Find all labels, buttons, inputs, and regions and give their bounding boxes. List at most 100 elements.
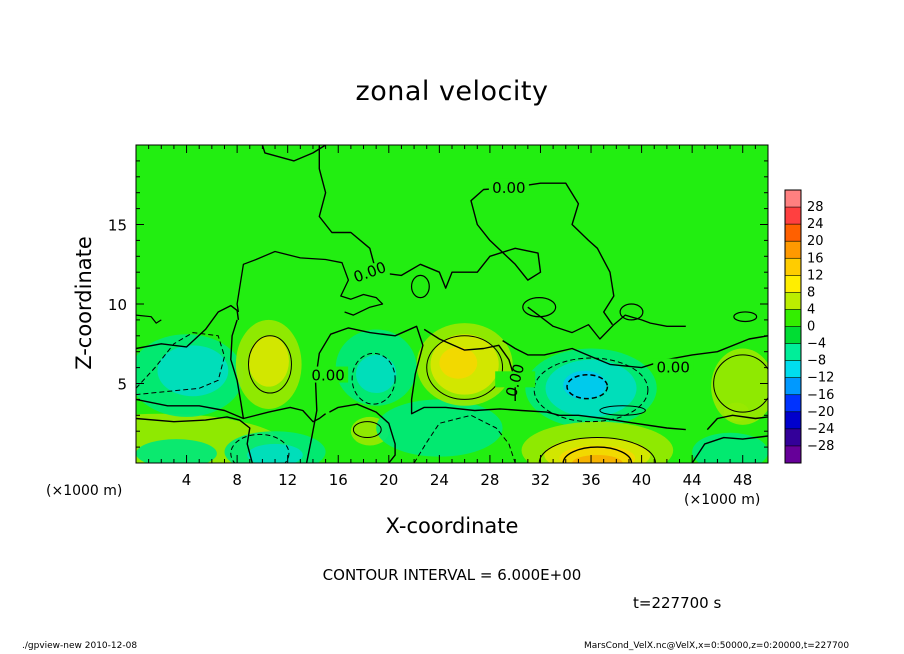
colorbar-label: −8 xyxy=(807,354,826,369)
x-tick-label: 24 xyxy=(430,471,449,489)
region-positive xyxy=(439,346,478,379)
colorbar-swatch xyxy=(785,377,801,396)
contour-negative xyxy=(136,332,225,396)
region-positive xyxy=(248,335,289,387)
colorbar-swatch xyxy=(785,309,801,327)
region-negative xyxy=(247,443,303,463)
contour-positive xyxy=(352,421,382,439)
contour-zero xyxy=(522,297,557,318)
region-negative xyxy=(376,399,503,457)
contour-zero xyxy=(527,306,686,340)
contour-zero xyxy=(261,145,326,162)
colorbar-label: 24 xyxy=(807,217,824,232)
y-tick-label: 15 xyxy=(108,217,127,235)
contour-label-bg xyxy=(308,366,349,383)
x-unit-right: (×1000 m) xyxy=(684,492,761,508)
contour-label-bg xyxy=(488,178,529,195)
x-tick-label: 12 xyxy=(278,471,297,489)
x-unit-left: (×1000 m) xyxy=(46,483,123,499)
contour-label-bg xyxy=(495,371,536,388)
contour-positive xyxy=(426,335,504,400)
contour-zero xyxy=(619,303,644,321)
contour-zero xyxy=(706,414,768,431)
contour-zero xyxy=(136,314,162,324)
colorbar-swatch xyxy=(785,394,801,413)
x-tick-label: 44 xyxy=(683,471,702,489)
x-tick-label: 48 xyxy=(733,471,752,489)
region-negative xyxy=(692,432,768,463)
colorbar-label: −24 xyxy=(807,422,834,437)
x-tick-label: 16 xyxy=(329,471,348,489)
colorbar-label: −16 xyxy=(807,388,834,403)
colorbar-swatch xyxy=(785,275,801,293)
colorbar-label: 20 xyxy=(807,234,824,249)
footer-right: MarsCond_VelX.nc@VelX,x=0:50000,z=0:2000… xyxy=(584,641,850,651)
contour-zero xyxy=(318,145,615,326)
contour-label-bg xyxy=(653,358,694,375)
colorbar-swatch xyxy=(785,241,801,259)
contour-negative xyxy=(351,352,396,405)
colorbar-swatch xyxy=(785,428,801,447)
contour-negative xyxy=(533,357,649,423)
colorbar-swatch xyxy=(785,258,801,276)
region-positive xyxy=(711,348,768,425)
contour-negative xyxy=(413,414,516,463)
region-negative xyxy=(136,439,217,463)
contour-label-bg xyxy=(349,263,390,280)
x-axis-label: X-coordinate xyxy=(385,514,519,538)
contour-zero xyxy=(691,435,768,463)
x-tick-label: 32 xyxy=(531,471,550,489)
colorbar-label: 28 xyxy=(807,200,824,215)
contour-negative xyxy=(566,374,609,400)
colorbar-swatch xyxy=(785,445,801,464)
colorbar-swatch xyxy=(785,360,801,379)
contour-zero xyxy=(136,304,240,350)
y-tick-label: 5 xyxy=(117,376,127,394)
colorbar-swatch xyxy=(785,326,801,345)
contour-label: 0.00 xyxy=(311,367,344,385)
footer-left: ./gpview-new 2010-12-08 xyxy=(22,641,138,651)
colorbar-label: −12 xyxy=(807,371,834,386)
time-label: t=227700 s xyxy=(633,594,722,612)
contour-zero xyxy=(733,311,758,323)
contour-positive xyxy=(599,405,646,416)
x-tick-label: 40 xyxy=(632,471,651,489)
colorbar-label: 0 xyxy=(807,320,815,335)
colorbar-swatch xyxy=(785,292,801,310)
x-tick-label: 20 xyxy=(379,471,398,489)
colorbar-swatch xyxy=(785,190,801,208)
colorbar-swatch xyxy=(785,207,801,225)
contour-negative xyxy=(230,433,290,463)
y-tick-label: 10 xyxy=(108,296,127,314)
chart-title: zonal velocity xyxy=(355,76,549,107)
colorbar-label: −28 xyxy=(807,439,834,454)
colorbar-swatch xyxy=(785,224,801,242)
colorbar-label: 4 xyxy=(807,302,815,317)
colorbar: 28 24 20 16 12 8 4 0 −4 −8 −12 −16 −20 −24 −28 xyxy=(784,189,834,464)
x-axis: 4 8 12 16 20 24 28 32 36 40 44 48 xyxy=(135,145,769,489)
contour-interval: CONTOUR INTERVAL = 6.000E+00 xyxy=(322,566,582,584)
contour-positive xyxy=(247,335,292,394)
contour-zero xyxy=(236,250,384,316)
contour-zero xyxy=(305,325,686,463)
colorbar-label: 8 xyxy=(807,285,815,300)
contour-lines xyxy=(136,145,768,463)
x-tick-label: 8 xyxy=(232,471,242,489)
colorbar-label: 12 xyxy=(807,268,824,283)
region-negative xyxy=(355,354,397,394)
contour-positive xyxy=(562,446,633,463)
contour-positive xyxy=(713,354,768,413)
colorbar-label: 16 xyxy=(807,251,824,266)
colorbar-swatch xyxy=(785,343,801,362)
contour-zero xyxy=(136,416,253,463)
colorbar-label: −20 xyxy=(807,405,834,420)
contour-label: 0.00 xyxy=(656,359,689,377)
contour-label: 0.00 xyxy=(492,179,525,197)
colorbar-label: −4 xyxy=(807,337,826,352)
region-negative xyxy=(563,370,607,400)
y-axis: 5 10 15 xyxy=(108,144,768,464)
contour-zero xyxy=(230,319,245,419)
contour-zero xyxy=(329,403,396,463)
contour-zero xyxy=(410,274,430,299)
